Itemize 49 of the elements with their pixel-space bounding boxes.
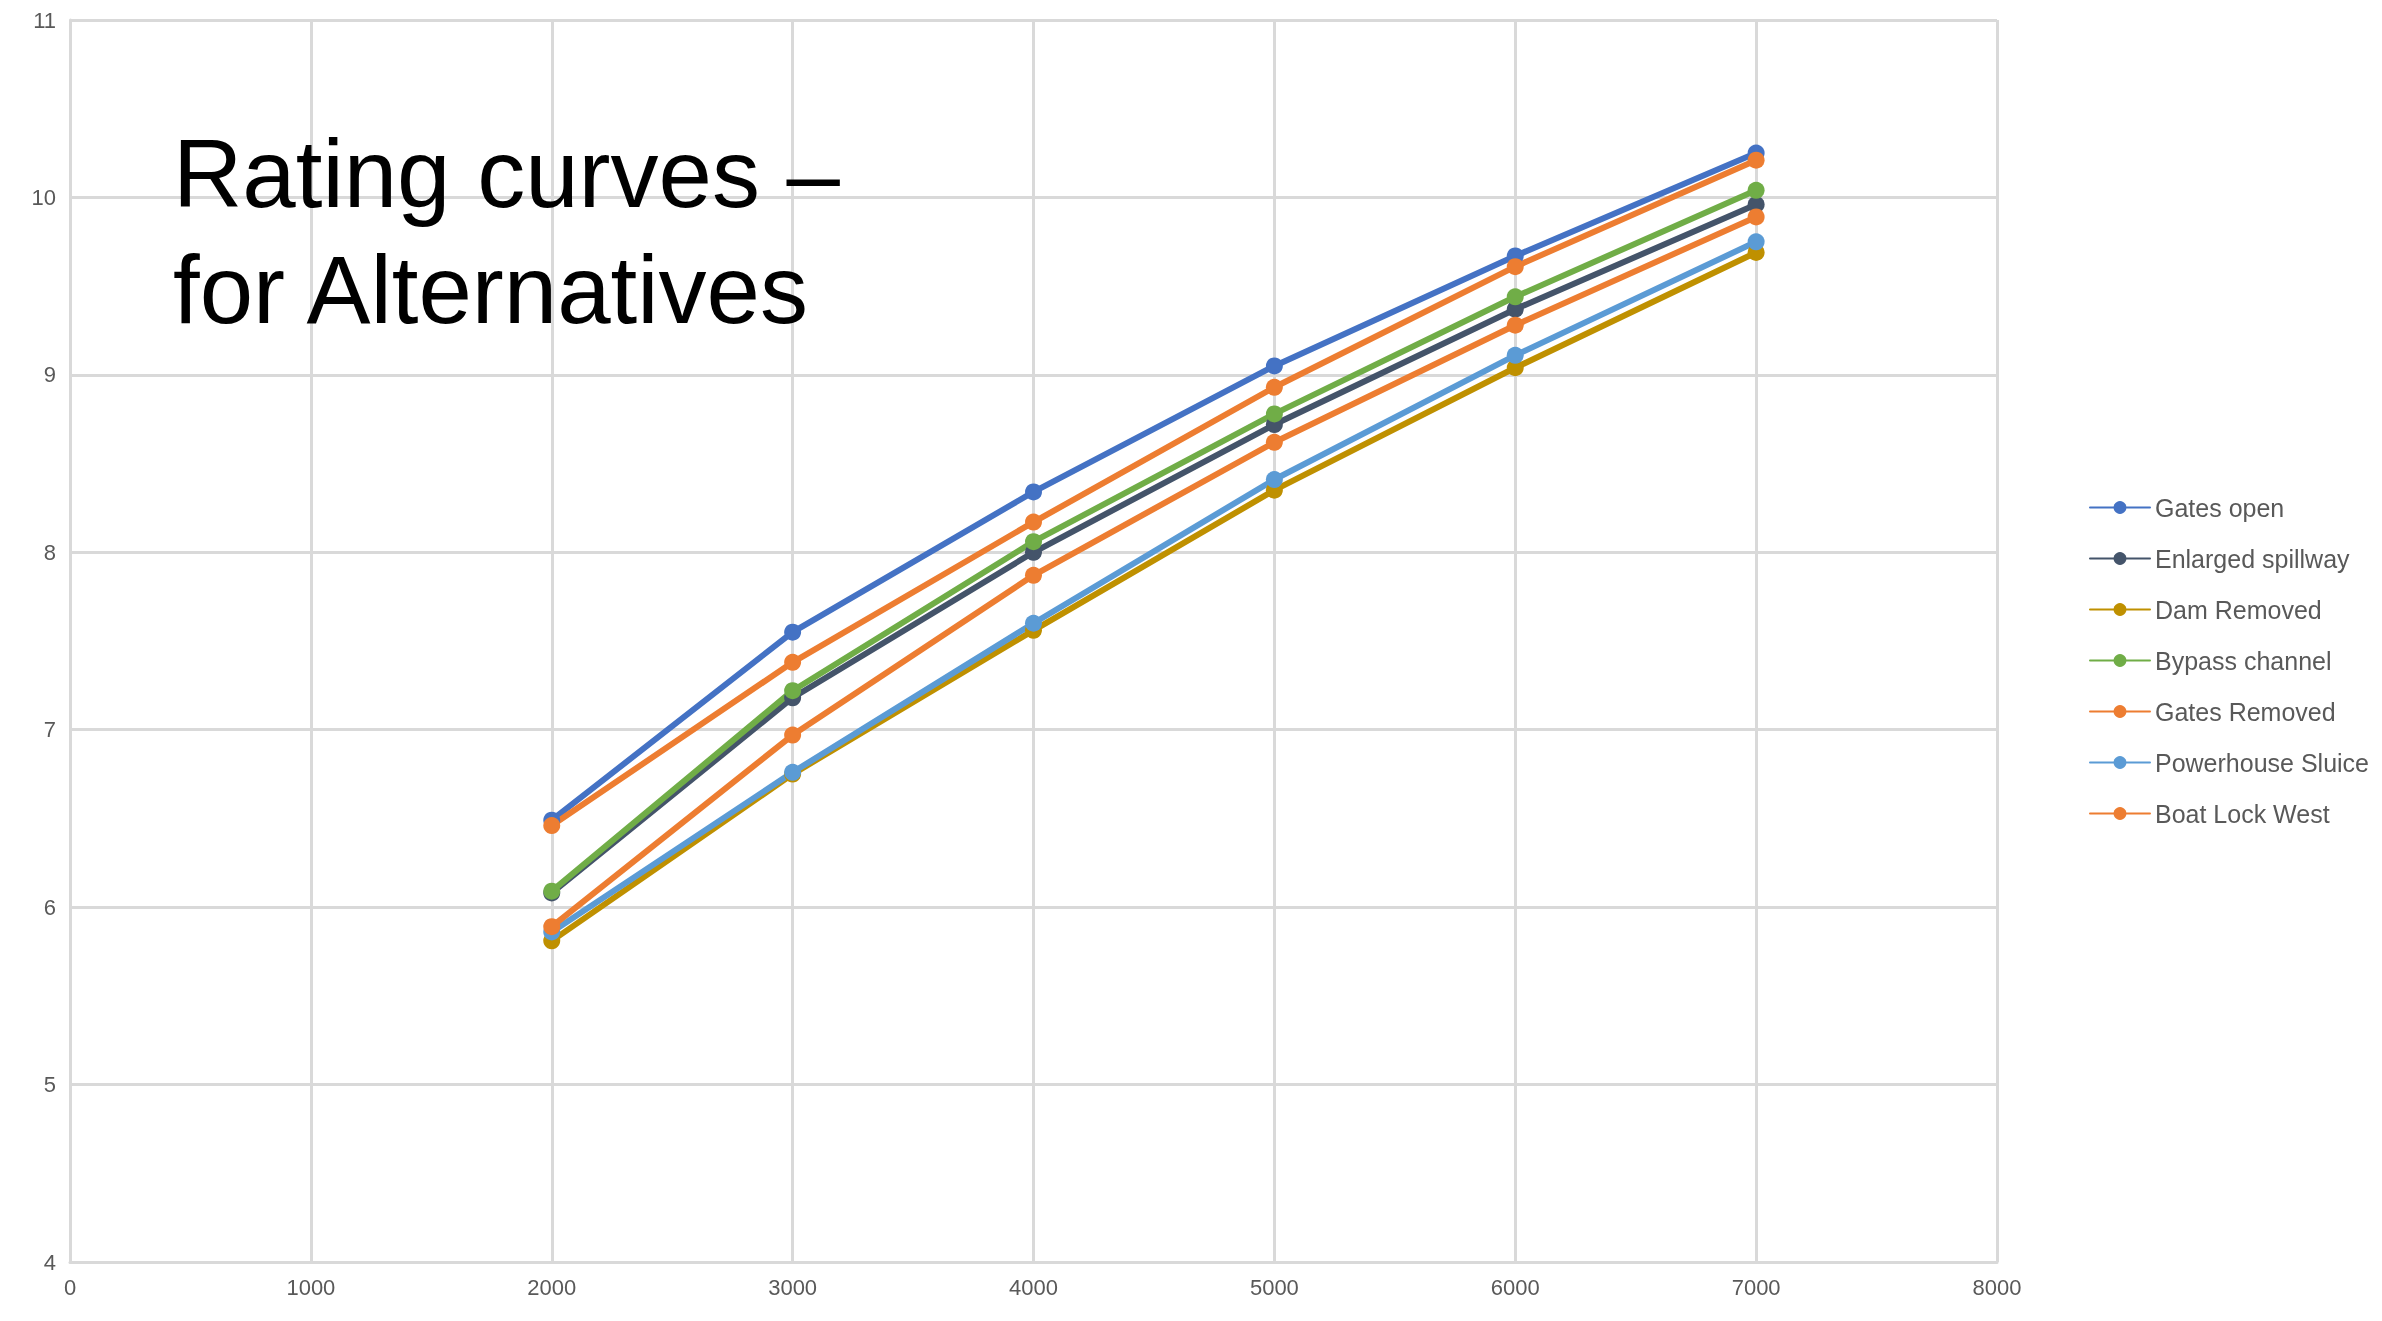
- legend-label: Gates Removed: [2154, 697, 2336, 726]
- point: [1506, 258, 1524, 276]
- point: [1025, 614, 1042, 632]
- point: [784, 653, 802, 671]
- point: [1747, 151, 1765, 169]
- point: [1025, 566, 1042, 584]
- x-tick-label: 4000: [1009, 1274, 1058, 1300]
- point: [1265, 405, 1283, 423]
- x-tick-label: 2000: [527, 1274, 577, 1300]
- point: [1506, 288, 1524, 306]
- point: [784, 726, 802, 744]
- legend-label: Powerhouse Sluice: [2154, 748, 2369, 777]
- point: [1025, 483, 1042, 501]
- y-tick-label: 8: [43, 539, 56, 565]
- point: [543, 817, 561, 835]
- text: Rating curves – for Alternatives: [173, 119, 841, 343]
- legend-label: Bypass channel: [2154, 646, 2332, 675]
- legend-label: Gates open: [2154, 493, 2285, 522]
- point: [1265, 471, 1283, 489]
- x-tick-label: 1000: [286, 1274, 336, 1300]
- point: [1265, 433, 1283, 451]
- y-tick-label: 7: [43, 717, 56, 743]
- point: [1747, 208, 1765, 226]
- x-tick-label: 3000: [768, 1274, 818, 1300]
- point: [1265, 378, 1283, 396]
- point: [1506, 346, 1524, 364]
- y-tick-label: 10: [31, 184, 56, 210]
- x-tick-label: 7000: [1731, 1274, 1781, 1300]
- point: [543, 918, 561, 936]
- y-tick-label: 11: [33, 7, 56, 33]
- y-tick-label: 6: [43, 894, 56, 920]
- point: [1506, 316, 1524, 334]
- point: [784, 682, 802, 700]
- x-tick-label: 5000: [1249, 1274, 1299, 1300]
- point: [1025, 513, 1042, 531]
- point: [1025, 533, 1042, 551]
- legend-label: Enlarged spillway: [2154, 544, 2351, 573]
- x-tick-label: 8000: [1972, 1274, 2022, 1300]
- point: [1265, 357, 1283, 375]
- y-tick-label: 4: [43, 1249, 56, 1275]
- y-tick-label: 5: [43, 1072, 56, 1098]
- x-tick-label: 6000: [1490, 1274, 1540, 1300]
- x-tick-label: 0: [63, 1274, 77, 1300]
- legend-label: Boat Lock West: [2154, 799, 2330, 828]
- point: [1747, 181, 1765, 199]
- point: [784, 623, 802, 641]
- legend-label: Dam Removed: [2154, 595, 2322, 624]
- y-tick-label: 9: [43, 362, 56, 388]
- point: [1747, 233, 1765, 251]
